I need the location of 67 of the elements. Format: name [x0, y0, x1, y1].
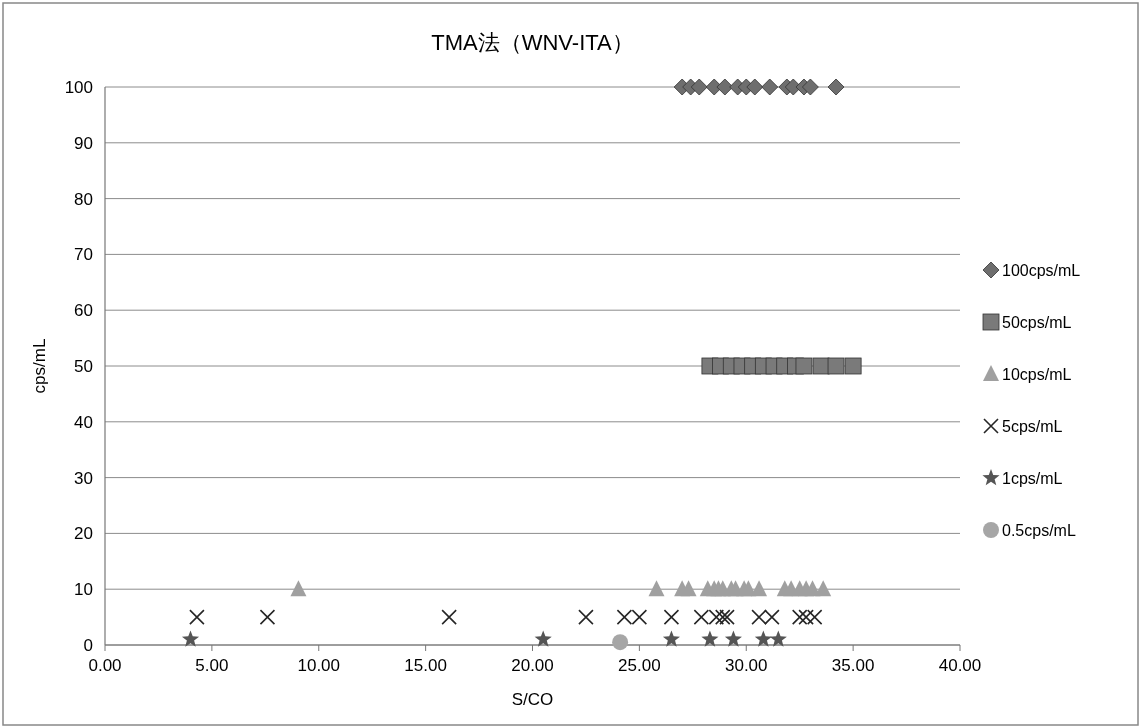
legend-label: 0.5cps/mL	[1002, 522, 1076, 539]
legend-label: 10cps/mL	[1002, 366, 1072, 383]
x-tick-label: 0.00	[88, 656, 122, 675]
y-tick-label: 70	[74, 245, 93, 265]
y-tick-label: 0	[83, 636, 93, 655]
point	[769, 630, 787, 647]
point	[290, 580, 307, 597]
x-tick-label: 25.00	[618, 656, 661, 675]
point	[189, 609, 205, 625]
point	[791, 609, 808, 625]
point	[690, 78, 708, 96]
point	[761, 78, 779, 96]
point	[716, 78, 734, 96]
point	[648, 580, 665, 597]
x-tick-label: 35.00	[831, 656, 875, 675]
legend-label: 1cps/mL	[1002, 470, 1063, 487]
point	[662, 630, 680, 647]
y-tick-label: 10	[74, 580, 93, 600]
point	[798, 609, 814, 625]
point	[724, 630, 742, 647]
point	[844, 357, 862, 375]
point	[801, 78, 819, 96]
point	[578, 609, 594, 625]
x-tick-label: 5.00	[195, 656, 229, 675]
y-tick-label: 80	[74, 189, 93, 209]
x-tick-label: 40.00	[938, 656, 982, 675]
point	[680, 580, 697, 597]
point	[746, 78, 764, 96]
point	[441, 609, 457, 625]
point	[714, 609, 731, 625]
legend-label: 5cps/mL	[1002, 418, 1063, 435]
point	[708, 609, 725, 625]
point	[764, 609, 780, 625]
point	[701, 630, 719, 647]
point	[815, 580, 832, 597]
point	[795, 357, 813, 375]
point	[806, 609, 823, 625]
legend-label: 100cps/mL	[1002, 262, 1081, 279]
y-tick-label: 100	[64, 78, 93, 97]
point	[827, 78, 845, 96]
point	[751, 609, 767, 625]
legend-label: 50cps/mL	[1002, 314, 1072, 331]
x-axis-title: S/CO	[511, 690, 554, 709]
point	[719, 609, 735, 625]
point	[751, 580, 768, 597]
point	[827, 357, 845, 375]
x-tick-label: 20.00	[511, 656, 554, 675]
point	[754, 630, 772, 647]
x-tick-label: 30.00	[724, 656, 768, 675]
y-tick-label: 30	[74, 468, 93, 488]
y-tick-label: 40	[74, 412, 93, 432]
y-tick-label: 20	[74, 524, 93, 544]
x-tick-label: 15.00	[404, 656, 447, 675]
point	[181, 630, 200, 647]
y-axis-title: cps/mL	[30, 338, 49, 394]
point	[612, 634, 629, 651]
y-tick-label: 90	[74, 133, 93, 153]
point	[259, 609, 276, 625]
point	[663, 609, 680, 625]
point	[616, 609, 633, 625]
point	[534, 630, 552, 647]
chart-title: TMA法（WNV-ITA）	[431, 30, 634, 55]
x-tick-label: 10.00	[297, 656, 341, 675]
point	[631, 609, 648, 625]
y-tick-label: 60	[74, 301, 93, 321]
point	[693, 609, 710, 625]
y-tick-label: 50	[74, 357, 93, 376]
